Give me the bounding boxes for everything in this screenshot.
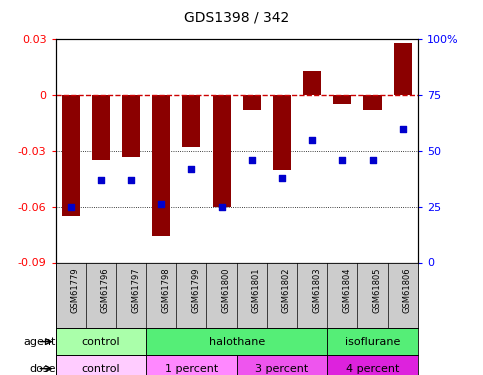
Bar: [146, 328, 327, 355]
Text: GSM61804: GSM61804: [342, 268, 351, 313]
Bar: [273, 95, 291, 170]
Bar: [213, 95, 231, 207]
Text: GSM61779: GSM61779: [71, 268, 80, 314]
Point: [97, 177, 105, 183]
Text: halothane: halothane: [209, 337, 265, 346]
Bar: [152, 95, 170, 237]
Bar: [56, 355, 146, 375]
Bar: [146, 355, 237, 375]
Text: GSM61801: GSM61801: [252, 268, 261, 313]
Point: [187, 166, 195, 172]
Point: [369, 157, 376, 163]
Bar: [237, 355, 327, 375]
Text: GSM61797: GSM61797: [131, 268, 140, 314]
Text: GSM61803: GSM61803: [312, 268, 321, 314]
Point: [218, 204, 226, 210]
Point: [67, 204, 74, 210]
Bar: [327, 355, 418, 375]
Bar: [122, 95, 140, 156]
Bar: [333, 95, 352, 105]
Text: GDS1398 / 342: GDS1398 / 342: [184, 10, 289, 24]
Text: 1 percent: 1 percent: [165, 364, 218, 374]
Point: [339, 157, 346, 163]
Bar: [183, 95, 200, 147]
Point: [308, 137, 316, 143]
Point: [127, 177, 135, 183]
Text: GSM61799: GSM61799: [191, 268, 200, 313]
Text: isoflurane: isoflurane: [345, 337, 400, 346]
Bar: [394, 43, 412, 95]
Bar: [56, 328, 146, 355]
Text: GSM61806: GSM61806: [403, 268, 412, 314]
Text: GSM61798: GSM61798: [161, 268, 170, 314]
Text: 3 percent: 3 percent: [256, 364, 309, 374]
Text: dose: dose: [29, 364, 56, 374]
Point: [157, 201, 165, 207]
Bar: [364, 95, 382, 110]
Text: control: control: [82, 364, 120, 374]
Text: GSM61802: GSM61802: [282, 268, 291, 313]
Bar: [303, 71, 321, 95]
Bar: [242, 95, 261, 110]
Bar: [327, 328, 418, 355]
Point: [399, 126, 407, 132]
Text: GSM61796: GSM61796: [101, 268, 110, 314]
Point: [248, 157, 256, 163]
Text: GSM61800: GSM61800: [222, 268, 230, 313]
Text: control: control: [82, 337, 120, 346]
Bar: [92, 95, 110, 160]
Text: 4 percent: 4 percent: [346, 364, 399, 374]
Bar: [62, 95, 80, 216]
Point: [278, 175, 286, 181]
Text: GSM61805: GSM61805: [372, 268, 382, 313]
Text: agent: agent: [23, 337, 56, 346]
